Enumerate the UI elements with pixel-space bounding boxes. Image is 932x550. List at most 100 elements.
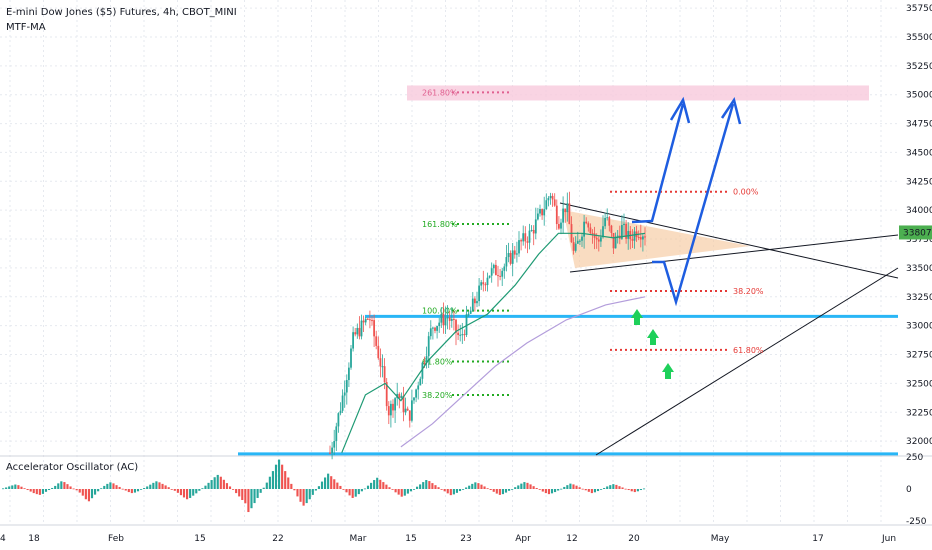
oscillator-bar (639, 489, 643, 491)
oscillator-bar (541, 489, 544, 492)
oscillator-bar (213, 477, 216, 489)
green-up-arrow (631, 309, 643, 325)
candle-body (364, 318, 367, 323)
candle (434, 326, 436, 334)
oscillator-bar (317, 486, 321, 489)
oscillator-bar (609, 485, 612, 489)
oscillator-bar (235, 489, 238, 494)
candle (547, 196, 550, 207)
oscillator-axis-label: 250 (906, 453, 923, 463)
oscillator-bar (566, 485, 569, 489)
oscillator-bar (636, 489, 639, 492)
oscillator-bar (161, 483, 164, 489)
oscillator-bar (477, 483, 480, 489)
candle-body (509, 253, 512, 264)
candle (354, 327, 357, 337)
candle-body (387, 406, 390, 416)
candle (530, 225, 533, 232)
candle (444, 306, 447, 334)
oscillator-bar (38, 489, 41, 495)
candle-body (490, 268, 493, 276)
price-axis-label: 34000 (906, 206, 932, 216)
oscillator-bar (563, 486, 566, 489)
candle (520, 238, 522, 251)
oscillator-bar (431, 483, 434, 489)
oscillator-bar (547, 489, 551, 495)
current-price-value: 33807 (903, 228, 932, 238)
candle (522, 225, 525, 246)
candle (486, 272, 489, 292)
arrowhead (720, 96, 742, 125)
candle (333, 429, 336, 456)
oscillator-bar (26, 489, 29, 491)
candle-body (614, 236, 617, 249)
oscillator-bar (84, 489, 87, 500)
candle (478, 277, 480, 307)
candle (461, 322, 464, 344)
candle-body (480, 282, 483, 286)
candle (579, 239, 581, 245)
oscillator-bar (167, 487, 170, 489)
projection-fakeout-path (652, 103, 735, 307)
oscillator-bar (179, 489, 183, 496)
candle-body (448, 317, 451, 321)
candle-body (551, 195, 554, 200)
target-zone (407, 85, 869, 101)
candle (432, 326, 434, 340)
oscillator-bar (136, 489, 140, 492)
candle (448, 311, 451, 330)
candle-body (385, 382, 388, 407)
oscillator-bar (483, 486, 486, 489)
candle-body (404, 408, 407, 413)
oscillator-bar (486, 488, 489, 490)
candle-body (549, 195, 552, 199)
candle-body (543, 209, 546, 216)
candle-body (623, 223, 625, 226)
candle (415, 388, 417, 403)
candle-body (440, 313, 443, 323)
candle-body (446, 317, 449, 319)
oscillator-bar (593, 489, 597, 493)
candle-body (564, 208, 567, 213)
candle (421, 361, 424, 384)
candle (392, 399, 394, 418)
candle-body (371, 320, 373, 322)
candle-body (595, 237, 598, 240)
oscillator-bar (495, 489, 498, 494)
oscillator-bar (342, 489, 345, 490)
oscillator-bar (216, 474, 219, 489)
oscillator-bar (584, 489, 587, 491)
candle-body (333, 441, 336, 448)
oscillator-bar (302, 489, 305, 506)
candle-body (495, 264, 497, 276)
oscillator-bar (222, 479, 225, 489)
oscillator-bar (121, 488, 124, 490)
candle-body (429, 328, 432, 337)
fib-level-label: 100.00% (422, 307, 458, 316)
triangle-upper-trendline (559, 202, 899, 279)
candle (425, 346, 428, 369)
oscillator-bar (557, 489, 560, 491)
oscillator-bar (164, 485, 167, 489)
oscillator-bar (20, 486, 23, 489)
candle-body (335, 426, 338, 442)
oscillator-bar (124, 489, 127, 491)
candle (459, 324, 462, 342)
oscillator-bar (146, 486, 149, 489)
projection-paths (631, 96, 742, 307)
candle-body (438, 322, 441, 327)
candle (398, 392, 401, 409)
oscillator-bar (391, 489, 394, 490)
candle (608, 215, 611, 232)
oscillator-bar (268, 476, 271, 489)
candle-body (503, 266, 506, 271)
candle-body (394, 398, 396, 411)
candle-body (597, 239, 600, 242)
oscillator-bar (575, 485, 578, 489)
oscillator-bar (345, 489, 348, 493)
candle-body (642, 236, 644, 240)
candle (331, 441, 333, 460)
candle (341, 389, 344, 414)
oscillator-bar (446, 489, 449, 494)
